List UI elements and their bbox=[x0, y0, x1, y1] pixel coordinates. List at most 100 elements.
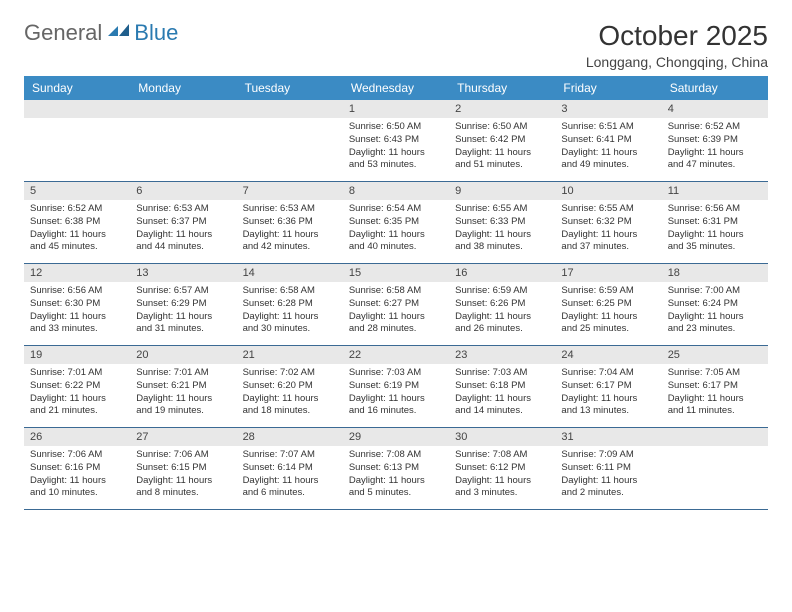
sunset-text: Sunset: 6:22 PM bbox=[30, 380, 124, 393]
cell-body: Sunrise: 7:05 AMSunset: 6:17 PMDaylight:… bbox=[662, 364, 768, 422]
cell-body: Sunrise: 7:01 AMSunset: 6:22 PMDaylight:… bbox=[24, 364, 130, 422]
cell-body: Sunrise: 6:56 AMSunset: 6:30 PMDaylight:… bbox=[24, 282, 130, 340]
logo-flag-icon bbox=[104, 20, 132, 46]
cell-body: Sunrise: 6:52 AMSunset: 6:38 PMDaylight:… bbox=[24, 200, 130, 258]
sunrise-text: Sunrise: 6:56 AM bbox=[30, 285, 124, 298]
cell-body: Sunrise: 7:02 AMSunset: 6:20 PMDaylight:… bbox=[237, 364, 343, 422]
calendar-cell: 28Sunrise: 7:07 AMSunset: 6:14 PMDayligh… bbox=[237, 428, 343, 510]
day-number: 17 bbox=[555, 264, 661, 282]
sunset-text: Sunset: 6:33 PM bbox=[455, 216, 549, 229]
daylight-text: Daylight: 11 hours and 25 minutes. bbox=[561, 311, 655, 337]
sunrise-text: Sunrise: 6:58 AM bbox=[349, 285, 443, 298]
weeks-container: 1Sunrise: 6:50 AMSunset: 6:43 PMDaylight… bbox=[24, 100, 768, 510]
sunrise-text: Sunrise: 6:52 AM bbox=[668, 121, 762, 134]
day-number: 24 bbox=[555, 346, 661, 364]
calendar-cell: 17Sunrise: 6:59 AMSunset: 6:25 PMDayligh… bbox=[555, 264, 661, 346]
day-number: 25 bbox=[662, 346, 768, 364]
calendar-cell: 5Sunrise: 6:52 AMSunset: 6:38 PMDaylight… bbox=[24, 182, 130, 264]
daylight-text: Daylight: 11 hours and 47 minutes. bbox=[668, 147, 762, 173]
cell-body: Sunrise: 6:52 AMSunset: 6:39 PMDaylight:… bbox=[662, 118, 768, 176]
cell-body: Sunrise: 7:04 AMSunset: 6:17 PMDaylight:… bbox=[555, 364, 661, 422]
sunset-text: Sunset: 6:13 PM bbox=[349, 462, 443, 475]
sunset-text: Sunset: 6:27 PM bbox=[349, 298, 443, 311]
day-number bbox=[662, 428, 768, 446]
calendar-cell: 4Sunrise: 6:52 AMSunset: 6:39 PMDaylight… bbox=[662, 100, 768, 182]
title-block: October 2025 Longgang, Chongqing, China bbox=[586, 20, 768, 70]
cell-body: Sunrise: 6:56 AMSunset: 6:31 PMDaylight:… bbox=[662, 200, 768, 258]
daylight-text: Daylight: 11 hours and 53 minutes. bbox=[349, 147, 443, 173]
calendar-cell: 6Sunrise: 6:53 AMSunset: 6:37 PMDaylight… bbox=[130, 182, 236, 264]
sunrise-text: Sunrise: 7:00 AM bbox=[668, 285, 762, 298]
day-number: 19 bbox=[24, 346, 130, 364]
calendar-cell: 3Sunrise: 6:51 AMSunset: 6:41 PMDaylight… bbox=[555, 100, 661, 182]
cell-body: Sunrise: 7:08 AMSunset: 6:12 PMDaylight:… bbox=[449, 446, 555, 504]
calendar-week: 5Sunrise: 6:52 AMSunset: 6:38 PMDaylight… bbox=[24, 182, 768, 264]
cell-body bbox=[24, 118, 130, 125]
calendar-week: 12Sunrise: 6:56 AMSunset: 6:30 PMDayligh… bbox=[24, 264, 768, 346]
calendar-cell: 9Sunrise: 6:55 AMSunset: 6:33 PMDaylight… bbox=[449, 182, 555, 264]
daylight-text: Daylight: 11 hours and 37 minutes. bbox=[561, 229, 655, 255]
calendar-cell: 26Sunrise: 7:06 AMSunset: 6:16 PMDayligh… bbox=[24, 428, 130, 510]
daylight-text: Daylight: 11 hours and 13 minutes. bbox=[561, 393, 655, 419]
sunrise-text: Sunrise: 6:53 AM bbox=[243, 203, 337, 216]
daylight-text: Daylight: 11 hours and 49 minutes. bbox=[561, 147, 655, 173]
sunrise-text: Sunrise: 6:52 AM bbox=[30, 203, 124, 216]
daylight-text: Daylight: 11 hours and 38 minutes. bbox=[455, 229, 549, 255]
sunrise-text: Sunrise: 7:06 AM bbox=[30, 449, 124, 462]
day-number: 28 bbox=[237, 428, 343, 446]
sunrise-text: Sunrise: 7:02 AM bbox=[243, 367, 337, 380]
cell-body: Sunrise: 6:59 AMSunset: 6:25 PMDaylight:… bbox=[555, 282, 661, 340]
cell-body: Sunrise: 7:03 AMSunset: 6:18 PMDaylight:… bbox=[449, 364, 555, 422]
cell-body: Sunrise: 6:55 AMSunset: 6:32 PMDaylight:… bbox=[555, 200, 661, 258]
daylight-text: Daylight: 11 hours and 28 minutes. bbox=[349, 311, 443, 337]
sunrise-text: Sunrise: 7:08 AM bbox=[455, 449, 549, 462]
calendar-cell: 20Sunrise: 7:01 AMSunset: 6:21 PMDayligh… bbox=[130, 346, 236, 428]
day-number: 22 bbox=[343, 346, 449, 364]
day-header: Monday bbox=[130, 76, 236, 100]
header: General Blue October 2025 Longgang, Chon… bbox=[24, 20, 768, 70]
sunset-text: Sunset: 6:21 PM bbox=[136, 380, 230, 393]
calendar-cell: 2Sunrise: 6:50 AMSunset: 6:42 PMDaylight… bbox=[449, 100, 555, 182]
daylight-text: Daylight: 11 hours and 19 minutes. bbox=[136, 393, 230, 419]
day-number: 6 bbox=[130, 182, 236, 200]
sunrise-text: Sunrise: 6:55 AM bbox=[561, 203, 655, 216]
sunset-text: Sunset: 6:37 PM bbox=[136, 216, 230, 229]
day-headers: Sunday Monday Tuesday Wednesday Thursday… bbox=[24, 76, 768, 100]
day-number: 30 bbox=[449, 428, 555, 446]
day-number: 3 bbox=[555, 100, 661, 118]
day-number: 11 bbox=[662, 182, 768, 200]
calendar-cell: 10Sunrise: 6:55 AMSunset: 6:32 PMDayligh… bbox=[555, 182, 661, 264]
day-number: 15 bbox=[343, 264, 449, 282]
cell-body bbox=[237, 118, 343, 125]
daylight-text: Daylight: 11 hours and 5 minutes. bbox=[349, 475, 443, 501]
day-number: 18 bbox=[662, 264, 768, 282]
sunrise-text: Sunrise: 7:03 AM bbox=[455, 367, 549, 380]
sunset-text: Sunset: 6:20 PM bbox=[243, 380, 337, 393]
cell-body: Sunrise: 6:58 AMSunset: 6:28 PMDaylight:… bbox=[237, 282, 343, 340]
day-number: 4 bbox=[662, 100, 768, 118]
sunset-text: Sunset: 6:36 PM bbox=[243, 216, 337, 229]
cell-body: Sunrise: 6:50 AMSunset: 6:43 PMDaylight:… bbox=[343, 118, 449, 176]
sunrise-text: Sunrise: 6:59 AM bbox=[561, 285, 655, 298]
sunrise-text: Sunrise: 7:03 AM bbox=[349, 367, 443, 380]
day-number: 29 bbox=[343, 428, 449, 446]
cell-body: Sunrise: 7:09 AMSunset: 6:11 PMDaylight:… bbox=[555, 446, 661, 504]
sunrise-text: Sunrise: 6:56 AM bbox=[668, 203, 762, 216]
cell-body: Sunrise: 6:53 AMSunset: 6:37 PMDaylight:… bbox=[130, 200, 236, 258]
calendar-cell: 24Sunrise: 7:04 AMSunset: 6:17 PMDayligh… bbox=[555, 346, 661, 428]
day-number: 12 bbox=[24, 264, 130, 282]
calendar: Sunday Monday Tuesday Wednesday Thursday… bbox=[24, 76, 768, 510]
calendar-cell bbox=[24, 100, 130, 182]
sunset-text: Sunset: 6:42 PM bbox=[455, 134, 549, 147]
day-number: 13 bbox=[130, 264, 236, 282]
daylight-text: Daylight: 11 hours and 8 minutes. bbox=[136, 475, 230, 501]
sunrise-text: Sunrise: 7:05 AM bbox=[668, 367, 762, 380]
cell-body: Sunrise: 6:50 AMSunset: 6:42 PMDaylight:… bbox=[449, 118, 555, 176]
day-number: 16 bbox=[449, 264, 555, 282]
cell-body: Sunrise: 7:08 AMSunset: 6:13 PMDaylight:… bbox=[343, 446, 449, 504]
cell-body: Sunrise: 6:58 AMSunset: 6:27 PMDaylight:… bbox=[343, 282, 449, 340]
sunrise-text: Sunrise: 6:53 AM bbox=[136, 203, 230, 216]
calendar-cell: 31Sunrise: 7:09 AMSunset: 6:11 PMDayligh… bbox=[555, 428, 661, 510]
cell-body bbox=[662, 446, 768, 453]
sunset-text: Sunset: 6:35 PM bbox=[349, 216, 443, 229]
